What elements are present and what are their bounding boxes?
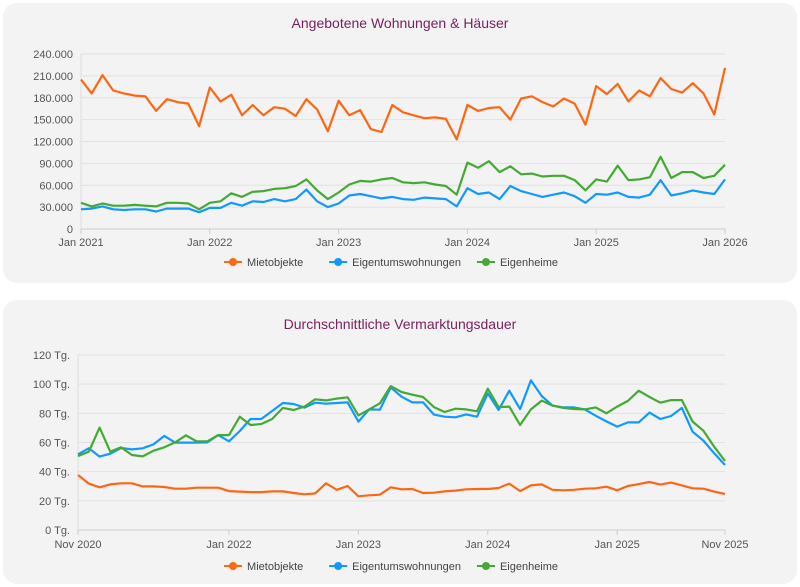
y-tick-label: 40 Tg. <box>39 467 70 479</box>
legend-label: Mietobjekte <box>247 257 303 269</box>
chart-title: Durchschnittliche Vermarktungsdauer <box>284 316 517 332</box>
x-tick-label: Jan 2022 <box>187 237 232 249</box>
legend-marker-icon <box>334 258 343 266</box>
legend-label: Eigenheime <box>500 561 558 573</box>
series-line-mietobjekte <box>77 474 726 498</box>
x-tick-label: Jan 2023 <box>336 539 381 551</box>
y-tick-label: 210.000 <box>33 71 73 83</box>
y-tick-label: 180.000 <box>33 93 73 105</box>
x-tick-label: Jan 2023 <box>316 237 361 249</box>
x-tick-label: Nov 2020 <box>54 539 101 551</box>
legend-marker-icon <box>229 258 238 266</box>
series-line-eigentumswohnungen <box>77 379 726 466</box>
x-tick-label: Jan 2024 <box>465 539 510 551</box>
y-tick-label: 100 Tg. <box>33 379 70 391</box>
y-tick-label: 120.000 <box>33 137 73 149</box>
legend-label: Eigentumswohnungen <box>352 257 461 269</box>
y-tick-label: 60.000 <box>39 180 73 192</box>
y-tick-label: 90.000 <box>39 158 73 170</box>
x-tick-label: Jan 2025 <box>574 237 619 249</box>
series-line-eigentumswohnungen <box>80 178 726 214</box>
series-line-mietobjekte <box>80 67 727 141</box>
y-tick-label: 120 Tg. <box>33 350 70 362</box>
legend-label: Mietobjekte <box>247 561 303 573</box>
legend-marker-icon <box>229 562 238 570</box>
y-tick-label: 0 Tg. <box>45 525 70 537</box>
y-tick-label: 30.000 <box>39 202 73 214</box>
chart-card-listings <box>3 3 797 283</box>
series-line-eigenheime <box>80 155 726 211</box>
x-tick-label: Nov 2025 <box>701 539 748 551</box>
y-tick-label: 240.000 <box>33 49 73 61</box>
y-tick-label: 0 <box>67 224 73 236</box>
y-tick-label: 80 Tg. <box>39 408 70 420</box>
series-line-eigenheime <box>77 385 726 462</box>
legend-marker-icon <box>334 562 343 570</box>
y-tick-label: 150.000 <box>33 115 73 127</box>
x-tick-label: Jan 2024 <box>445 237 490 249</box>
y-tick-label: 20 Tg. <box>39 496 70 508</box>
legend-marker-icon <box>481 562 490 570</box>
x-tick-label: Jan 2022 <box>206 539 251 551</box>
legend-marker-icon <box>481 258 490 266</box>
legend-label: Eigentumswohnungen <box>352 561 461 573</box>
x-tick-label: Jan 2021 <box>58 237 103 249</box>
legend-label: Eigenheime <box>500 257 558 269</box>
y-tick-label: 60 Tg. <box>39 438 70 450</box>
chart-title: Angebotene Wohnungen & Häuser <box>292 15 509 31</box>
x-tick-label: Jan 2025 <box>595 539 640 551</box>
x-tick-label: Jan 2026 <box>702 237 747 249</box>
